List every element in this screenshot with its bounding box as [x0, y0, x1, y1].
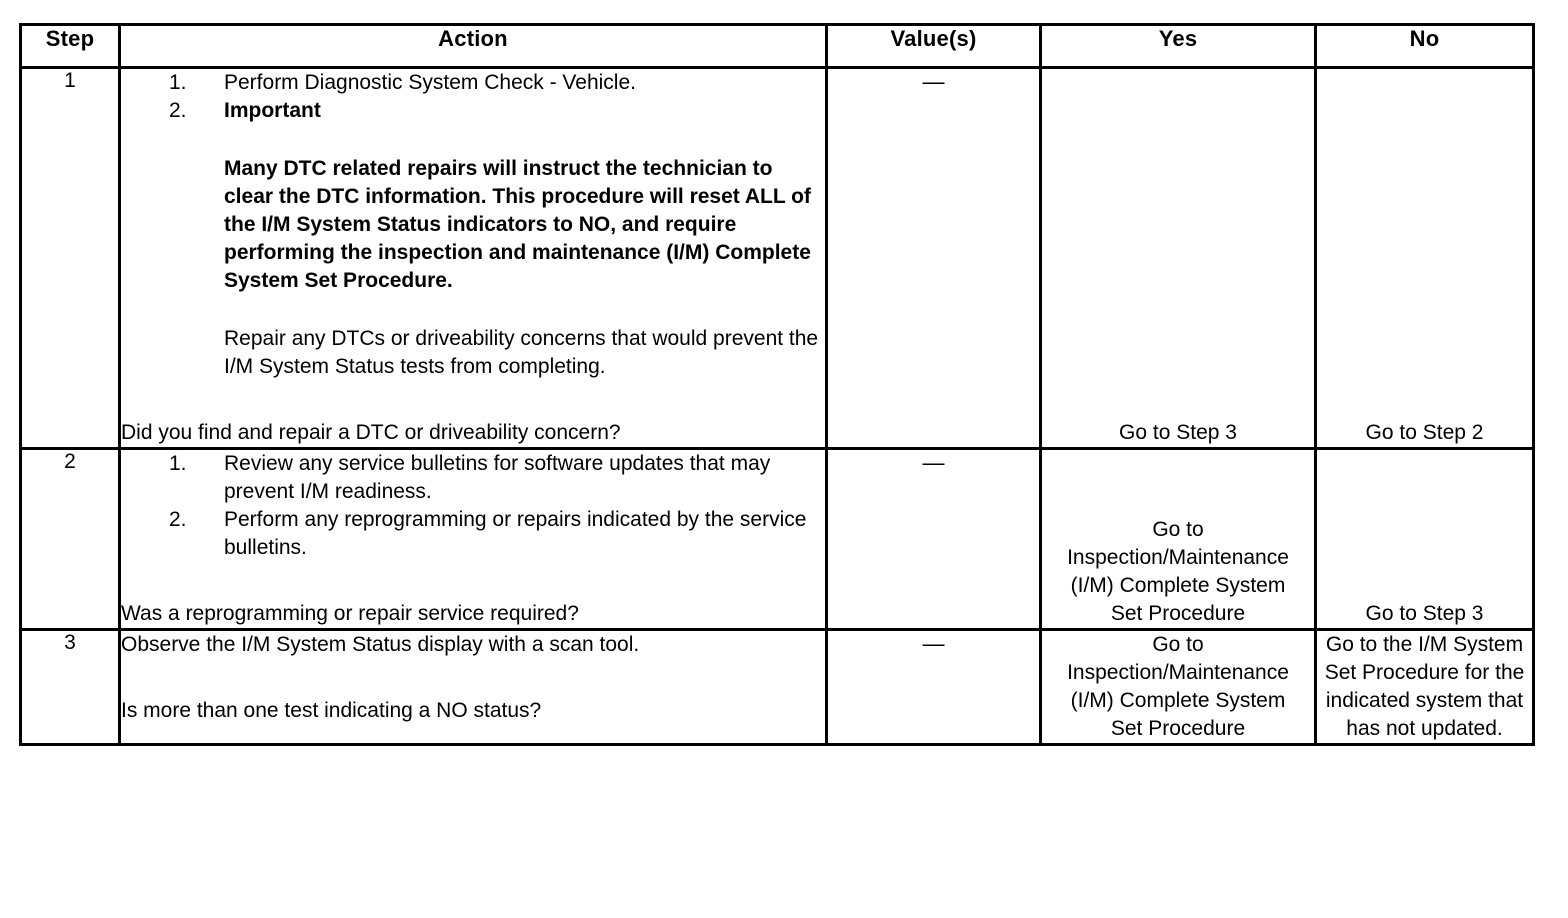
values-cell: — — [825, 66, 1042, 450]
important-notice-paragraph: Many DTC related repairs will instruct t… — [224, 157, 811, 292]
step-number-cell: 1 — [19, 66, 121, 450]
table-row: 1 1. Perform Diagnostic System Check - V… — [19, 66, 1535, 450]
list-item-label: Review any service bulletins for softwar… — [224, 452, 771, 503]
list-item: 1. Perform Diagnostic System Check - Veh… — [121, 69, 825, 97]
column-header-values: Value(s) — [825, 23, 1042, 69]
vertical-spacer — [121, 381, 825, 419]
diagnostic-procedure-table: Step Action Value(s) Yes No 1 1. Perform… — [19, 23, 1535, 746]
table-body: 1 1. Perform Diagnostic System Check - V… — [19, 66, 1535, 746]
column-header-yes: Yes — [1039, 23, 1317, 69]
table-row: 2 1. Review any service bulletins for so… — [19, 447, 1535, 631]
no-result-cell: Go to Step 2 — [1314, 66, 1535, 450]
list-item-number: 2. — [169, 508, 187, 531]
list-item-number: 1. — [169, 452, 187, 475]
column-header-step: Step — [19, 23, 121, 69]
vertical-spacer — [121, 659, 825, 697]
list-item: 2. Perform any reprogramming or repairs … — [121, 506, 825, 562]
column-header-no: No — [1314, 23, 1535, 69]
table-row: 3 Observe the I/M System Status display … — [19, 628, 1535, 746]
yes-result-cell: Go to Inspection/Maintenance (I/M) Compl… — [1039, 628, 1317, 746]
table-header: Step Action Value(s) Yes No — [19, 23, 1535, 69]
step-number-cell: 3 — [19, 628, 121, 746]
vertical-spacer — [121, 125, 825, 155]
step-number-cell: 2 — [19, 447, 121, 631]
action-cell: 1. Perform Diagnostic System Check - Veh… — [118, 66, 828, 450]
observation-statement: Observe the I/M System Status display wi… — [121, 633, 640, 656]
decision-question: Is more than one test indicating a NO st… — [121, 699, 542, 722]
value-dash: — — [922, 69, 945, 94]
no-result-cell: Go to the I/M System Set Procedure for t… — [1314, 628, 1535, 746]
vertical-spacer — [121, 562, 825, 600]
decision-question: Was a reprogramming or repair service re… — [121, 602, 579, 625]
action-cell: 1. Review any service bulletins for soft… — [118, 447, 828, 631]
value-dash: — — [922, 450, 945, 475]
list-item-label: Perform Diagnostic System Check - Vehicl… — [224, 71, 636, 94]
list-item-number: 1. — [169, 71, 187, 94]
action-step-list: 1. Review any service bulletins for soft… — [121, 450, 825, 562]
list-item: 2. Important — [121, 97, 825, 125]
list-item-label: Important — [224, 99, 321, 122]
action-cell: Observe the I/M System Status display wi… — [118, 628, 828, 746]
values-cell: — — [825, 628, 1042, 746]
header-row: Step Action Value(s) Yes No — [19, 23, 1535, 69]
action-step-list: 1. Perform Diagnostic System Check - Veh… — [121, 69, 825, 125]
column-header-action: Action — [118, 23, 828, 69]
list-item: 1. Review any service bulletins for soft… — [121, 450, 825, 506]
decision-question: Did you find and repair a DTC or driveab… — [121, 421, 621, 444]
vertical-spacer — [121, 295, 825, 325]
values-cell: — — [825, 447, 1042, 631]
list-item-number: 2. — [169, 99, 187, 122]
repair-instruction-paragraph: Repair any DTCs or driveability concerns… — [224, 327, 819, 378]
yes-result-cell: Go to Step 3 — [1039, 66, 1317, 450]
no-result-cell: Go to Step 3 — [1314, 447, 1535, 631]
yes-result-cell: Go to Inspection/Maintenance (I/M) Compl… — [1039, 447, 1317, 631]
value-dash: — — [922, 631, 945, 656]
list-item-label: Perform any reprogramming or repairs ind… — [224, 508, 807, 559]
